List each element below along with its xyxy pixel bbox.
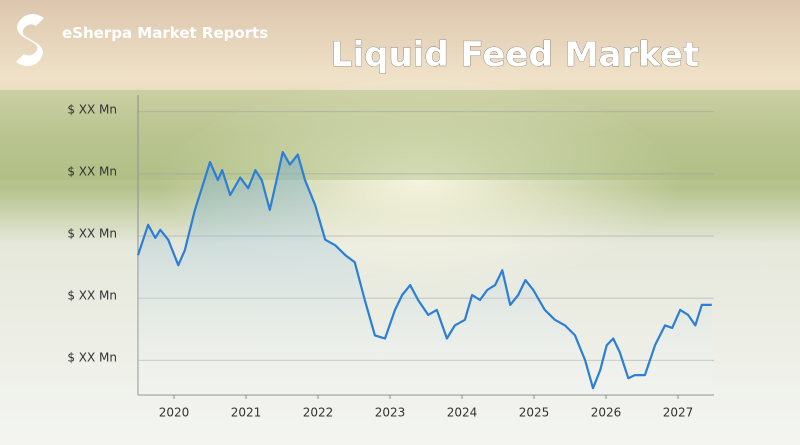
brand-name: eSherpa Market Reports xyxy=(62,24,268,42)
y-tick-label: $ XX Mn xyxy=(67,102,117,116)
x-tick-label: 2023 xyxy=(375,406,406,420)
field xyxy=(0,90,800,180)
line-area xyxy=(138,152,712,395)
y-tick-label: $ XX Mn xyxy=(67,226,117,240)
x-tick-label: 2027 xyxy=(663,406,694,420)
x-tick-label: 2024 xyxy=(447,406,478,420)
logo: eSherpa Market Reports xyxy=(16,14,268,66)
x-tick-label: 2025 xyxy=(519,406,550,420)
x-tick-label: 2026 xyxy=(591,406,622,420)
y-tick-label: $ XX Mn xyxy=(67,351,117,365)
x-tick-label: 2020 xyxy=(159,406,190,420)
x-tick-label: 2021 xyxy=(231,406,262,420)
x-tick-label: 2022 xyxy=(303,406,334,420)
line xyxy=(136,151,712,390)
plot-area: $ XX Mn $ XX Mn $ XX Mn $ XX Mn $ XX Mn 2020 2… xyxy=(67,95,714,420)
logo-icon xyxy=(16,14,44,66)
y-tick-label: $ XX Mn xyxy=(67,164,117,178)
y-tick-label: $ XX Mn xyxy=(67,289,117,303)
chart-title: Liquid Feed Market xyxy=(331,35,699,75)
